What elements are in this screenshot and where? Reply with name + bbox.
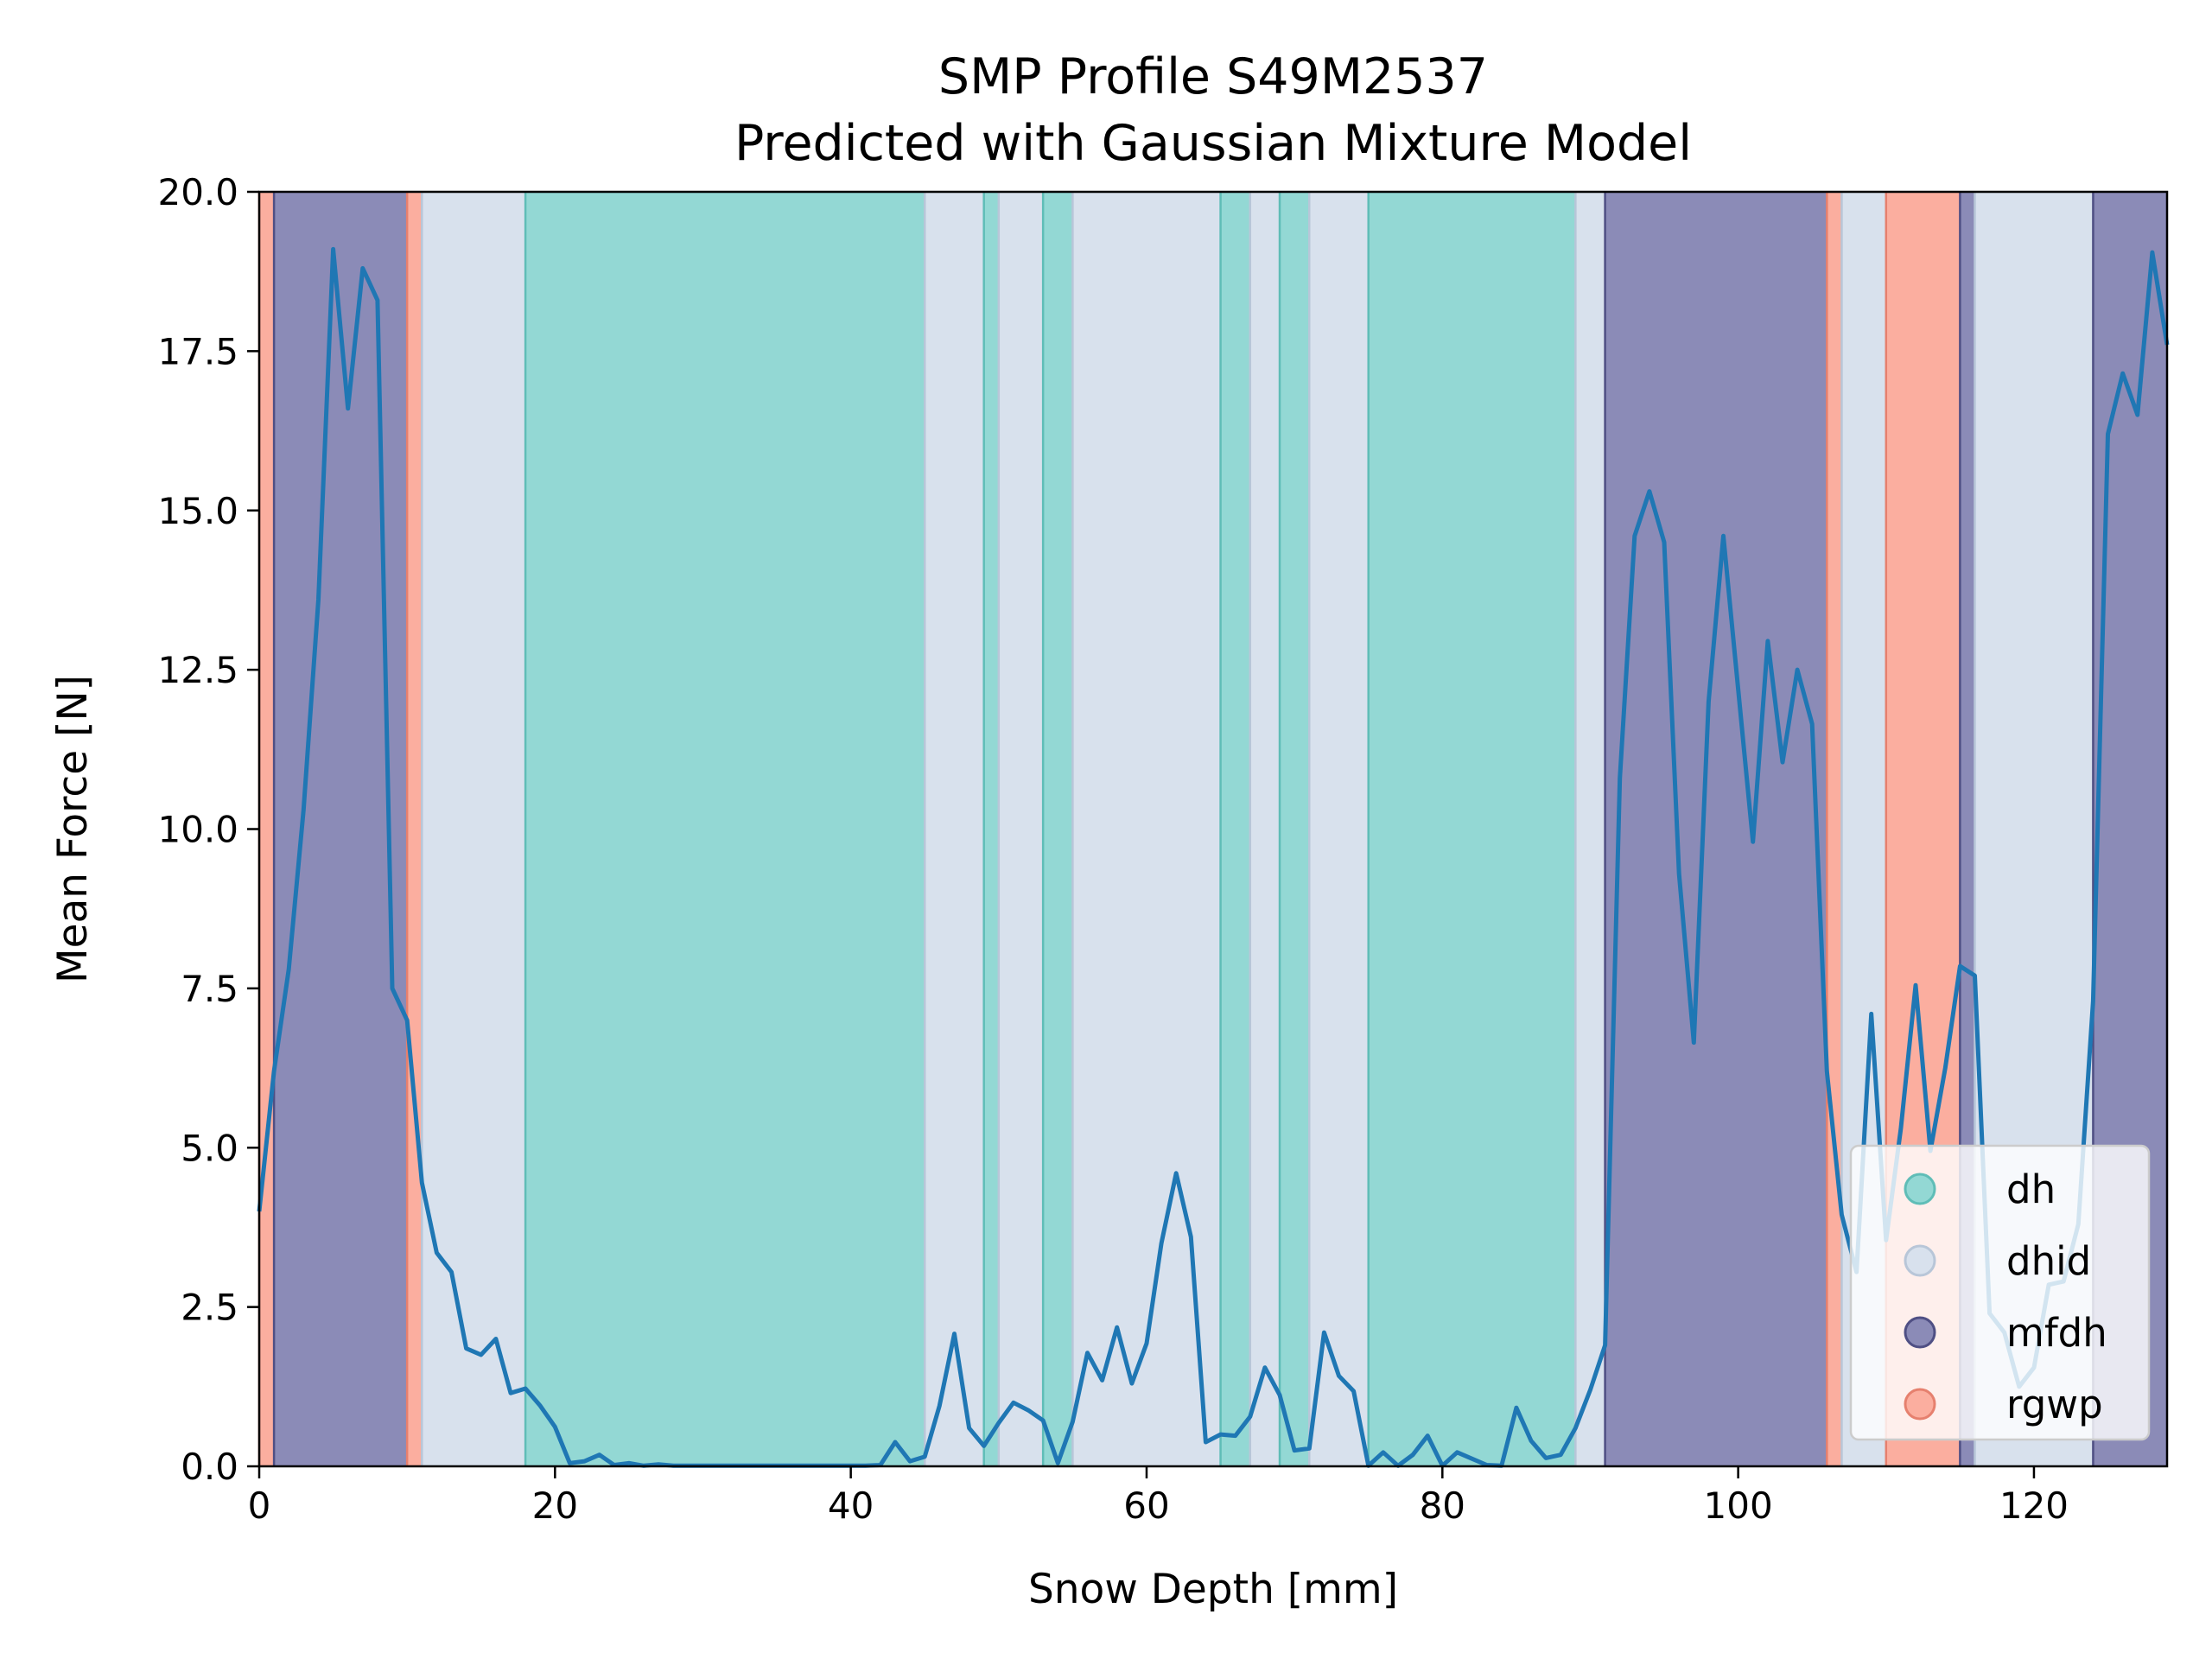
y-tick-label: 10.0 xyxy=(157,809,238,851)
legend-marker-mfdh xyxy=(1904,1316,1936,1349)
legend-box xyxy=(1849,1144,2151,1441)
band-dhid-3 xyxy=(422,192,526,1466)
y-tick-label: 5.0 xyxy=(181,1127,238,1169)
band-dh-4 xyxy=(525,192,925,1466)
band-dhid-9 xyxy=(1072,192,1221,1466)
band-dh-8 xyxy=(1043,192,1073,1466)
x-tick-label: 60 xyxy=(1123,1484,1169,1527)
band-rgwp-17 xyxy=(1827,192,1842,1466)
band-dh-6 xyxy=(983,192,999,1466)
x-axis-ticks: 0 20 40 60 80 100 120 xyxy=(248,1466,2069,1527)
legend-label-dh: dh xyxy=(2006,1166,2056,1212)
legend-label-mfdh: mfdh xyxy=(2006,1310,2107,1356)
band-dhid-5 xyxy=(925,192,984,1466)
legend-marker-dhid xyxy=(1904,1244,1936,1277)
band-dhid-7 xyxy=(998,192,1044,1466)
band-dh-12 xyxy=(1280,192,1310,1466)
y-tick-label: 0.0 xyxy=(181,1446,238,1488)
band-rgwp-0 xyxy=(259,192,275,1466)
band-mfdh-1 xyxy=(274,192,408,1466)
x-axis-label: Snow Depth [mm] xyxy=(1028,1566,1398,1613)
legend-marker-dh xyxy=(1904,1173,1936,1205)
x-tick-label: 40 xyxy=(828,1484,874,1527)
chart-subtitle: Predicted with Gaussian Mixture Model xyxy=(734,115,1692,172)
x-tick-label: 100 xyxy=(1704,1484,1773,1527)
x-tick-label: 120 xyxy=(1999,1484,2069,1527)
legend-marker-rgwp xyxy=(1904,1388,1936,1421)
legend-label-dhid: dhid xyxy=(2006,1238,2091,1284)
chart-title: SMP Profile S49M2537 xyxy=(938,48,1488,105)
legend: dh dhid mfdh rgwp xyxy=(1849,1144,2151,1441)
y-tick-label: 2.5 xyxy=(181,1287,238,1329)
series-layer xyxy=(257,246,2170,1468)
series-line-0 xyxy=(257,246,2170,1468)
band-dh-14 xyxy=(1368,192,1576,1466)
x-tick-label: 80 xyxy=(1420,1484,1465,1527)
y-tick-label: 17.5 xyxy=(157,330,238,372)
legend-label-rgwp: rgwp xyxy=(2006,1382,2103,1427)
band-dhid-15 xyxy=(1575,192,1605,1466)
band-dh-10 xyxy=(1220,192,1250,1466)
y-tick-label: 15.0 xyxy=(157,490,238,532)
band-dhid-13 xyxy=(1309,192,1369,1466)
y-tick-label: 7.5 xyxy=(181,968,238,1010)
band-mfdh-16 xyxy=(1605,192,1827,1466)
y-axis-ticks: 0.0 2.5 5.0 7.5 10.0 12.5 15.0 17.5 20.0 xyxy=(157,171,259,1488)
x-tick-label: 0 xyxy=(248,1484,271,1527)
band-rgwp-2 xyxy=(407,192,423,1466)
x-tick-label: 20 xyxy=(532,1484,578,1527)
y-tick-label: 12.5 xyxy=(157,649,238,691)
band-dhid-11 xyxy=(1249,192,1281,1466)
y-axis-label: Mean Force [N] xyxy=(49,675,97,983)
y-tick-label: 20.0 xyxy=(157,171,238,213)
